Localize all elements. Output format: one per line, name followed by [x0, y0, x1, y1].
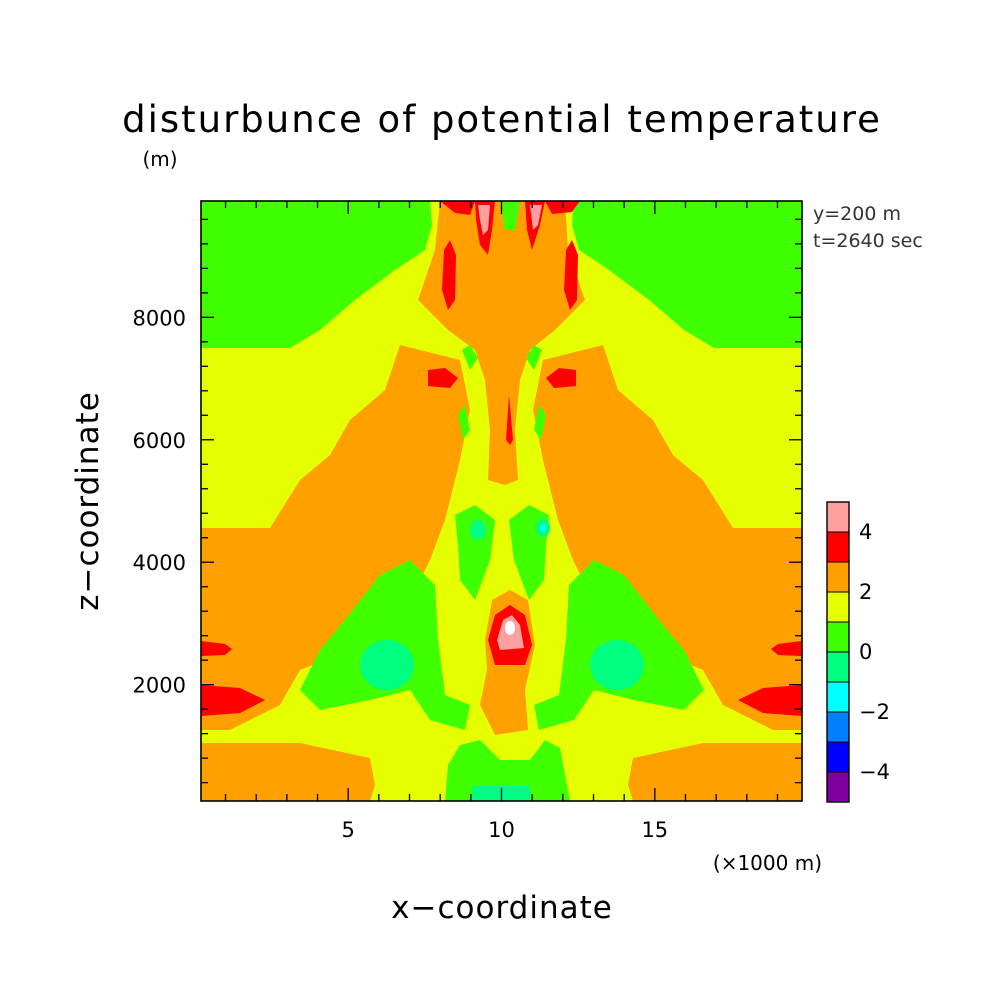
x-unit-label: (×1000 m)	[713, 851, 822, 875]
y-unit-label: (m)	[142, 147, 177, 171]
x-axis-title: x−coordinate	[391, 890, 613, 926]
colorbar-swatch	[826, 771, 850, 803]
colorbar-swatch	[826, 711, 850, 743]
contour-region	[500, 201, 520, 230]
y-tick-label: 4000	[133, 551, 186, 575]
contour-region	[440, 201, 475, 215]
contour-region	[470, 520, 486, 540]
colorbar-swatch	[826, 681, 850, 713]
contour-region	[572, 201, 802, 348]
colorbar-tick-label: 2	[859, 580, 872, 604]
contour-field	[201, 201, 802, 801]
contour-region	[506, 395, 513, 445]
contour-region	[738, 685, 802, 716]
contour-region	[445, 740, 570, 801]
colorbar-tick-label: −2	[859, 700, 890, 724]
contour-region	[201, 345, 470, 730]
contour-region	[201, 641, 232, 656]
colorbar-frame	[826, 501, 850, 803]
contour-region	[628, 743, 802, 801]
colorbar-swatch	[826, 561, 850, 593]
contour-region	[530, 205, 542, 230]
contour-region	[458, 405, 470, 440]
contour-region	[442, 240, 456, 310]
colorbar-swatch	[826, 531, 850, 563]
contour-region	[462, 345, 478, 370]
contour-region	[534, 405, 546, 440]
axis-ticks: 5 10 15 2000 4000 6000 8000	[133, 201, 802, 842]
contour-region	[201, 201, 432, 348]
contour-region	[201, 685, 265, 716]
x-tick-label: 5	[341, 818, 354, 842]
contour-region	[526, 345, 542, 370]
y-tick-label: 8000	[133, 306, 186, 330]
chart-title: disturbunce of potential temperature	[122, 98, 882, 141]
contour-region	[546, 368, 576, 388]
y-tick-label: 6000	[133, 429, 186, 453]
contour-region	[771, 641, 802, 656]
contour-region	[418, 201, 585, 485]
colorbar-swatch	[826, 591, 850, 623]
colorbar-tick-label: 0	[859, 640, 872, 664]
colorbar-swatch	[826, 741, 850, 773]
contour-region	[540, 524, 546, 532]
x-tick-label: 15	[641, 818, 668, 842]
contour-region	[478, 205, 490, 235]
contour-region	[428, 368, 458, 388]
y-tick-label: 2000	[133, 674, 186, 698]
y-axis-title: z−coordinate	[70, 391, 106, 611]
colorbar-swatch	[826, 501, 850, 533]
contour-region	[564, 240, 578, 310]
contour-region	[590, 640, 644, 690]
colorbar-tick-label: 4	[859, 520, 872, 544]
annotation-t: t=2640 sec	[813, 230, 923, 252]
contour-region	[360, 640, 414, 690]
contour-region	[505, 621, 515, 635]
colorbar-swatch	[826, 621, 850, 653]
colorbar-swatch	[826, 651, 850, 683]
x-tick-label: 10	[488, 818, 515, 842]
colorbar-tick-label: −4	[859, 760, 890, 784]
annotation-y: y=200 m	[813, 203, 901, 225]
colorbar: −4 −2 0 2 4	[826, 501, 890, 803]
contour-region	[533, 345, 802, 730]
contour-region	[201, 743, 375, 801]
